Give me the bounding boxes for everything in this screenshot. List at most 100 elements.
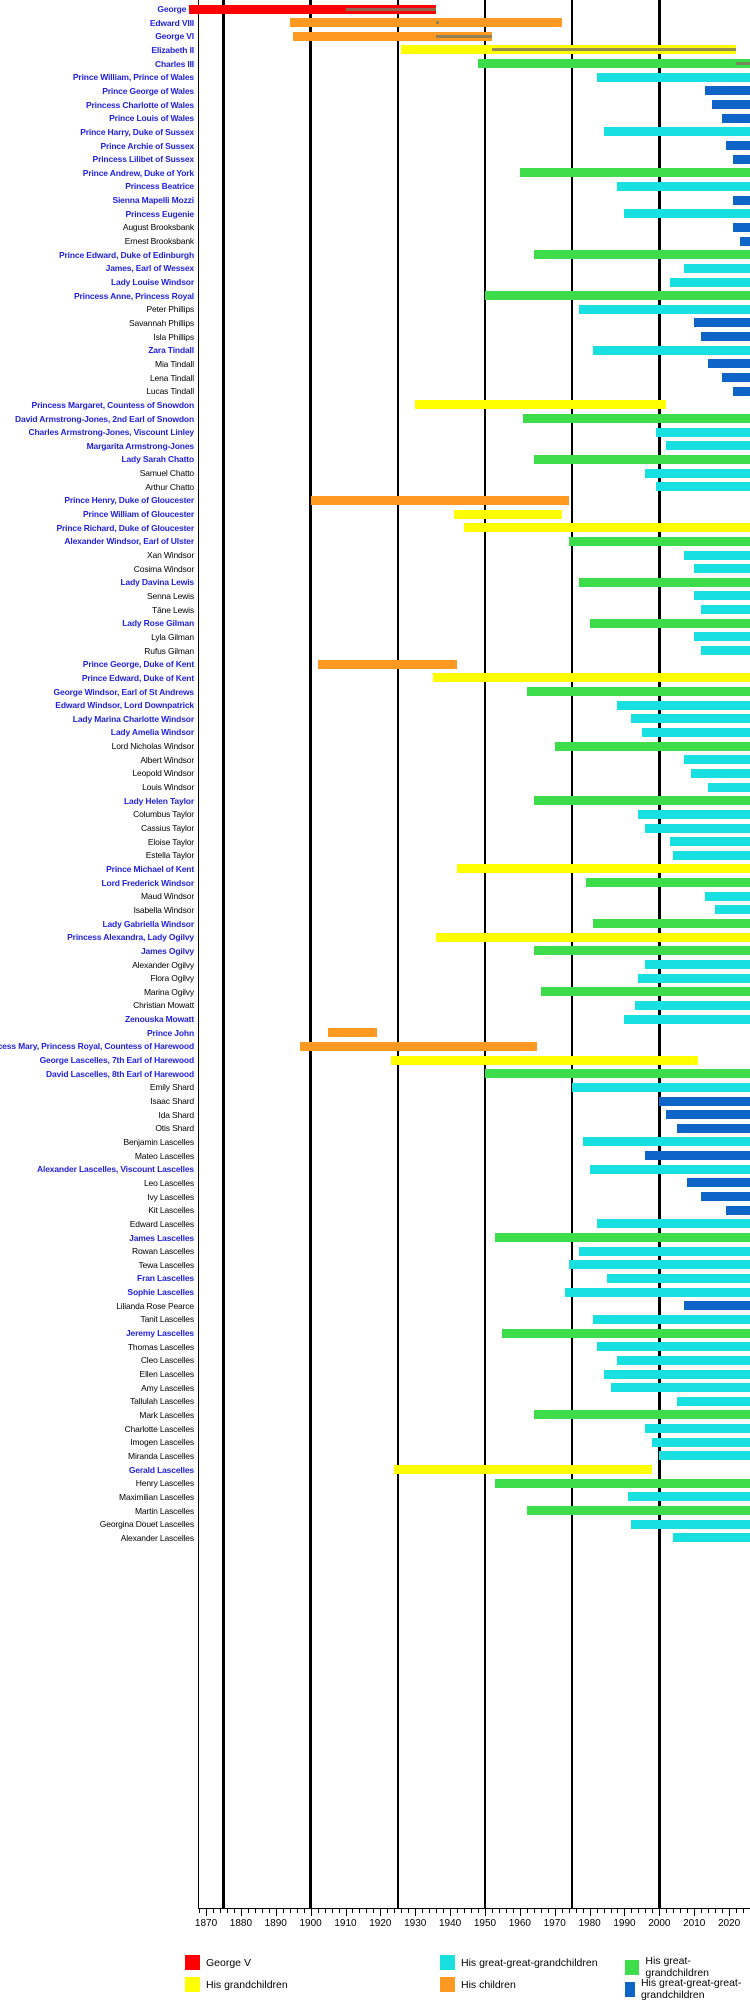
row-label: James, Earl of Wessex xyxy=(105,263,195,274)
row-label: Elizabeth II xyxy=(151,44,194,55)
legend-label: His grandchildren xyxy=(206,1978,288,1991)
axis-tick-label: 1940 xyxy=(438,1918,462,1929)
row-label: Prince Andrew, Duke of York xyxy=(82,167,194,178)
lifespan-bar xyxy=(687,1178,750,1188)
row-label: Prince Michael of Kent xyxy=(106,863,194,874)
axis-tick-label: 1950 xyxy=(473,1918,497,1929)
lifespan-bar xyxy=(300,1041,538,1051)
lifespan-bar xyxy=(457,864,750,874)
lifespan-bar xyxy=(464,523,750,533)
row-label: Tanit Lascelles xyxy=(140,1314,194,1325)
row-label: Arthur Chatto xyxy=(145,481,194,492)
row-label: Cassius Taylor xyxy=(140,823,194,833)
lifespan-bar xyxy=(627,1492,750,1502)
lifespan-bar xyxy=(589,618,750,628)
row-label: Tāne Lewis xyxy=(152,604,194,615)
lifespan-bar xyxy=(683,550,750,560)
lifespan-bar xyxy=(596,72,750,82)
row-label: Lady Louise Windsor xyxy=(110,277,194,287)
axis-tick xyxy=(289,1909,291,1913)
lifespan-bar xyxy=(568,1260,750,1270)
row-label: Princess Margaret, Countess of Snowdon xyxy=(31,399,195,410)
reign-overlay xyxy=(736,62,750,66)
axis-tick xyxy=(415,1909,417,1916)
axis-tick xyxy=(471,1909,473,1913)
legend-swatch-icon xyxy=(185,1955,200,1970)
axis-tick xyxy=(582,1909,584,1913)
row-label: Fran Lascelles xyxy=(137,1273,194,1284)
legend-item: His great-great-grandchildren xyxy=(440,1955,598,1970)
lifespan-bar xyxy=(683,1301,750,1311)
axis-tick xyxy=(568,1909,570,1913)
gridline-1900 xyxy=(309,0,312,1909)
lifespan-bar xyxy=(484,291,750,301)
row-label: Lady Marina Charlotte Windsor xyxy=(72,713,194,724)
lifespan-bar xyxy=(453,509,562,519)
axis-tick xyxy=(505,1909,507,1913)
lifespan-bar xyxy=(655,482,750,492)
axis-tick xyxy=(722,1909,724,1913)
row-label: Lady Rose Gilman xyxy=(122,618,194,629)
axis-tick-label: 1970 xyxy=(543,1918,566,1929)
lifespan-bar xyxy=(502,1328,750,1338)
row-label: Charles III xyxy=(155,58,194,69)
lifespan-bar xyxy=(645,823,750,833)
axis-tick xyxy=(303,1909,305,1913)
row-label: Maud Windsor xyxy=(141,891,194,902)
legend-swatch-icon xyxy=(625,1981,635,1997)
axis-tick xyxy=(694,1909,696,1916)
row-label: Otis Shard xyxy=(155,1123,194,1134)
row-label: David Armstrong-Jones, 2nd Earl of Snowd… xyxy=(15,413,194,424)
lifespan-bar xyxy=(701,646,750,656)
axis-tick xyxy=(380,1909,382,1916)
row-label: Isla Phillips xyxy=(153,331,194,342)
row-label: Prince George of Wales xyxy=(102,85,194,96)
row-label: Princess Mary, Princess Royal, Countess … xyxy=(0,1041,194,1052)
lifespan-bar xyxy=(533,454,750,464)
axis-tick xyxy=(743,1909,745,1913)
axis-tick xyxy=(701,1909,703,1913)
axis-tick xyxy=(554,1909,556,1916)
lifespan-bar xyxy=(739,236,750,246)
lifespan-bar xyxy=(645,1424,750,1434)
row-label: Leopold Windsor xyxy=(132,768,194,779)
lifespan-bar xyxy=(701,332,750,342)
row-label: Leo Lascelles xyxy=(143,1177,194,1188)
axis-tick xyxy=(484,1909,486,1916)
axis-tick xyxy=(408,1909,410,1913)
row-label: Lucas Tindall xyxy=(146,386,194,397)
lifespan-bar xyxy=(478,59,750,69)
reign-overlay xyxy=(436,34,492,38)
lifespan-bar xyxy=(484,1069,750,1079)
row-label: Lilianda Rose Pearce xyxy=(116,1300,194,1311)
axis-tick xyxy=(680,1909,682,1913)
lifespan-bar xyxy=(722,373,750,383)
axis-tick-label: 1930 xyxy=(404,1918,427,1929)
lifespan-bar xyxy=(704,891,750,901)
lifespan-bar xyxy=(394,1465,653,1475)
axis-tick xyxy=(275,1909,277,1916)
x-axis-baseline xyxy=(198,1908,750,1910)
axis-tick xyxy=(296,1909,298,1913)
row-label: Lyla Gilman xyxy=(151,631,194,642)
lifespan-bar xyxy=(645,960,750,969)
lifespan-bar xyxy=(415,400,667,410)
lifespan-bar xyxy=(708,359,750,369)
axis-tick xyxy=(687,1909,689,1913)
row-label: George V xyxy=(157,4,194,14)
lifespan-bar xyxy=(554,741,750,751)
row-label: Edward Windsor, Lord Downpatrick xyxy=(55,700,194,711)
lifespan-bar xyxy=(565,1287,750,1297)
lifespan-bar xyxy=(589,1164,750,1174)
row-label: Prince George, Duke of Kent xyxy=(82,659,194,670)
row-label: Prince William of Gloucester xyxy=(83,509,194,520)
axis-tick-label: 1900 xyxy=(299,1918,322,1929)
row-label: Ellen Lascelles xyxy=(139,1369,195,1379)
row-label: Tallulah Lascelles xyxy=(130,1396,194,1407)
row-label: Martin Lascelles xyxy=(134,1505,194,1516)
lifespan-bar xyxy=(645,468,750,478)
row-label: Zenouska Mowatt xyxy=(124,1014,194,1025)
lifespan-bar xyxy=(732,222,750,232)
row-label: Columbus Taylor xyxy=(133,809,194,820)
